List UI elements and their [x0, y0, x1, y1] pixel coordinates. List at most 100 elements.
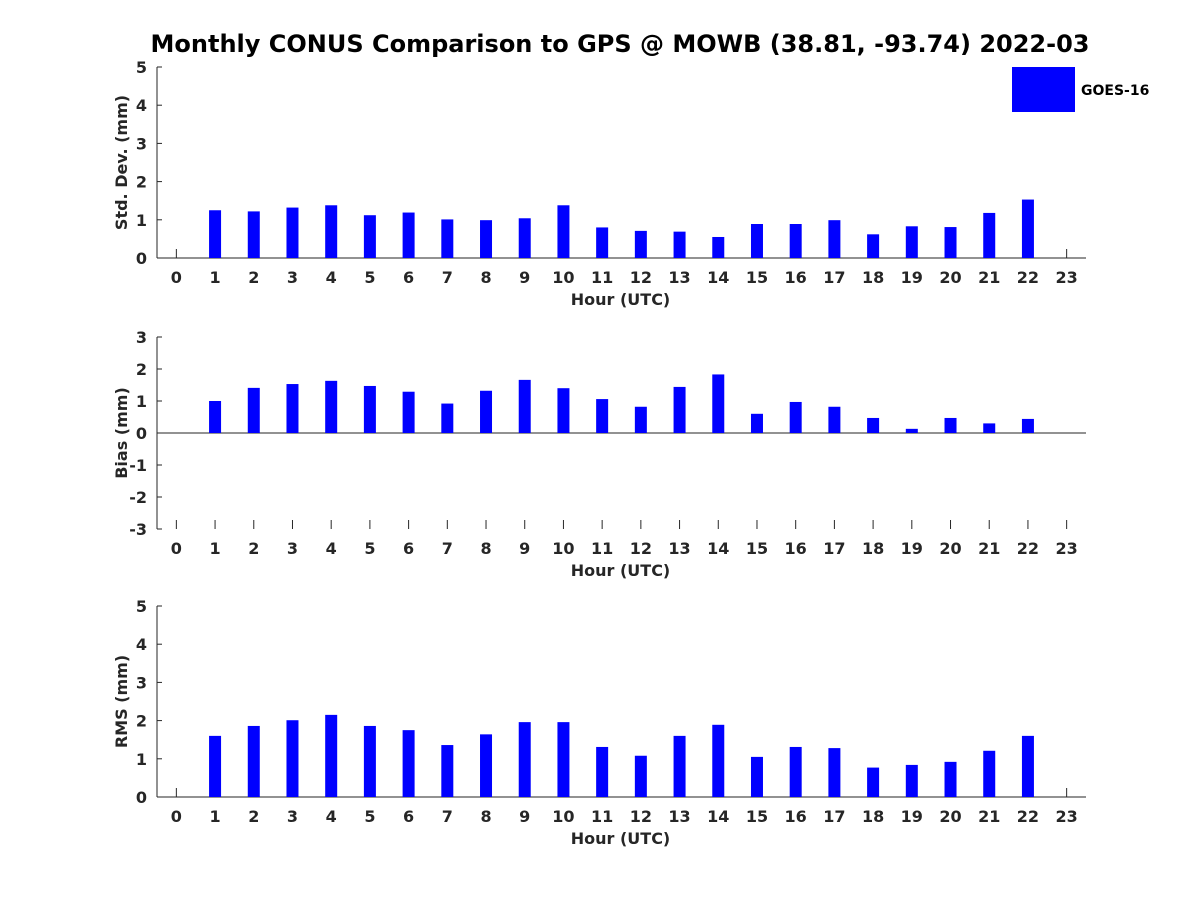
- bar: [983, 423, 996, 433]
- x-tick-label: 6: [403, 807, 414, 826]
- x-tick-label: 3: [287, 268, 298, 287]
- bar: [209, 735, 222, 797]
- y-tick-label: 1: [136, 750, 147, 769]
- bar: [1021, 418, 1034, 433]
- bar: [596, 227, 609, 258]
- x-tick-label: 22: [1017, 539, 1039, 558]
- x-tick-label: 10: [552, 539, 574, 558]
- x-tick-label: 13: [668, 807, 690, 826]
- x-tick-label: 0: [171, 807, 182, 826]
- bar: [983, 750, 996, 797]
- bar: [944, 417, 957, 433]
- legend-label: GOES-16: [1081, 83, 1149, 99]
- x-tick-label: 10: [552, 807, 574, 826]
- chart-title: Monthly CONUS Comparison to GPS @ MOWB (…: [150, 30, 1090, 58]
- x-tick-label: 2: [248, 807, 259, 826]
- x-tick-label: 7: [442, 268, 453, 287]
- bar: [673, 231, 686, 258]
- bar: [634, 230, 647, 258]
- bar: [209, 401, 222, 433]
- bar: [480, 220, 493, 258]
- x-tick-label: 11: [591, 539, 613, 558]
- x-tick-label: 12: [630, 268, 652, 287]
- bar: [286, 384, 299, 433]
- x-tick-label: 7: [442, 539, 453, 558]
- y-tick-label: 1: [136, 211, 147, 230]
- bar: [828, 748, 841, 797]
- bar: [557, 388, 570, 433]
- x-tick-label: 3: [287, 539, 298, 558]
- x-tick-label: 20: [939, 539, 961, 558]
- y-tick-label: 3: [136, 328, 147, 347]
- x-tick-label: 16: [785, 539, 807, 558]
- bar: [402, 212, 415, 258]
- bar: [247, 725, 260, 797]
- bar: [828, 406, 841, 433]
- bar: [634, 406, 647, 433]
- y-axis-label: RMS (mm): [112, 655, 131, 748]
- bar: [1021, 735, 1034, 797]
- bar: [634, 755, 647, 797]
- bar: [673, 386, 686, 433]
- x-tick-label: 18: [862, 807, 884, 826]
- bar: [402, 391, 415, 433]
- x-tick-label: 15: [746, 807, 768, 826]
- x-tick-label: 15: [746, 268, 768, 287]
- x-tick-label: 9: [519, 539, 530, 558]
- x-tick-label: 0: [171, 539, 182, 558]
- x-tick-label: 17: [823, 807, 845, 826]
- x-tick-label: 7: [442, 807, 453, 826]
- x-tick-label: 12: [630, 539, 652, 558]
- y-tick-label: 1: [136, 392, 147, 411]
- bar: [247, 211, 260, 258]
- x-tick-label: 2: [248, 539, 259, 558]
- bar: [867, 767, 880, 797]
- x-tick-label: 18: [862, 268, 884, 287]
- bar: [673, 735, 686, 797]
- x-axis-label: Hour (UTC): [571, 829, 671, 848]
- bar: [402, 730, 415, 797]
- x-tick-label: 11: [591, 807, 613, 826]
- bar: [247, 387, 260, 433]
- y-tick-label: 0: [136, 788, 147, 807]
- bar: [828, 220, 841, 258]
- bar: [518, 218, 531, 258]
- x-tick-label: 21: [978, 539, 1000, 558]
- x-tick-label: 5: [364, 807, 375, 826]
- x-tick-label: 16: [785, 268, 807, 287]
- x-tick-label: 4: [326, 268, 337, 287]
- bar: [789, 224, 802, 258]
- bar: [596, 746, 609, 797]
- bar: [325, 205, 338, 258]
- x-tick-label: 22: [1017, 268, 1039, 287]
- x-tick-label: 17: [823, 539, 845, 558]
- y-tick-label: 2: [136, 173, 147, 192]
- bar: [363, 215, 376, 258]
- x-tick-label: 19: [901, 268, 923, 287]
- x-tick-label: 10: [552, 268, 574, 287]
- x-tick-label: 14: [707, 539, 729, 558]
- bar: [867, 234, 880, 258]
- bar: [712, 724, 725, 797]
- y-tick-label: -2: [129, 488, 147, 507]
- x-tick-label: 8: [480, 807, 491, 826]
- x-tick-label: 1: [209, 539, 220, 558]
- x-tick-label: 14: [707, 807, 729, 826]
- y-tick-label: 2: [136, 360, 147, 379]
- bar: [325, 380, 338, 433]
- bar: [441, 745, 454, 797]
- y-tick-label: 0: [136, 424, 147, 443]
- x-tick-label: 8: [480, 268, 491, 287]
- x-tick-label: 16: [785, 807, 807, 826]
- x-tick-label: 23: [1056, 539, 1078, 558]
- bar: [557, 205, 570, 258]
- bar: [750, 224, 763, 258]
- x-tick-label: 23: [1056, 268, 1078, 287]
- bar: [363, 385, 376, 433]
- x-axis-label: Hour (UTC): [571, 561, 671, 580]
- x-tick-label: 20: [939, 268, 961, 287]
- y-tick-label: 3: [136, 134, 147, 153]
- bar: [286, 207, 299, 258]
- x-tick-label: 19: [901, 539, 923, 558]
